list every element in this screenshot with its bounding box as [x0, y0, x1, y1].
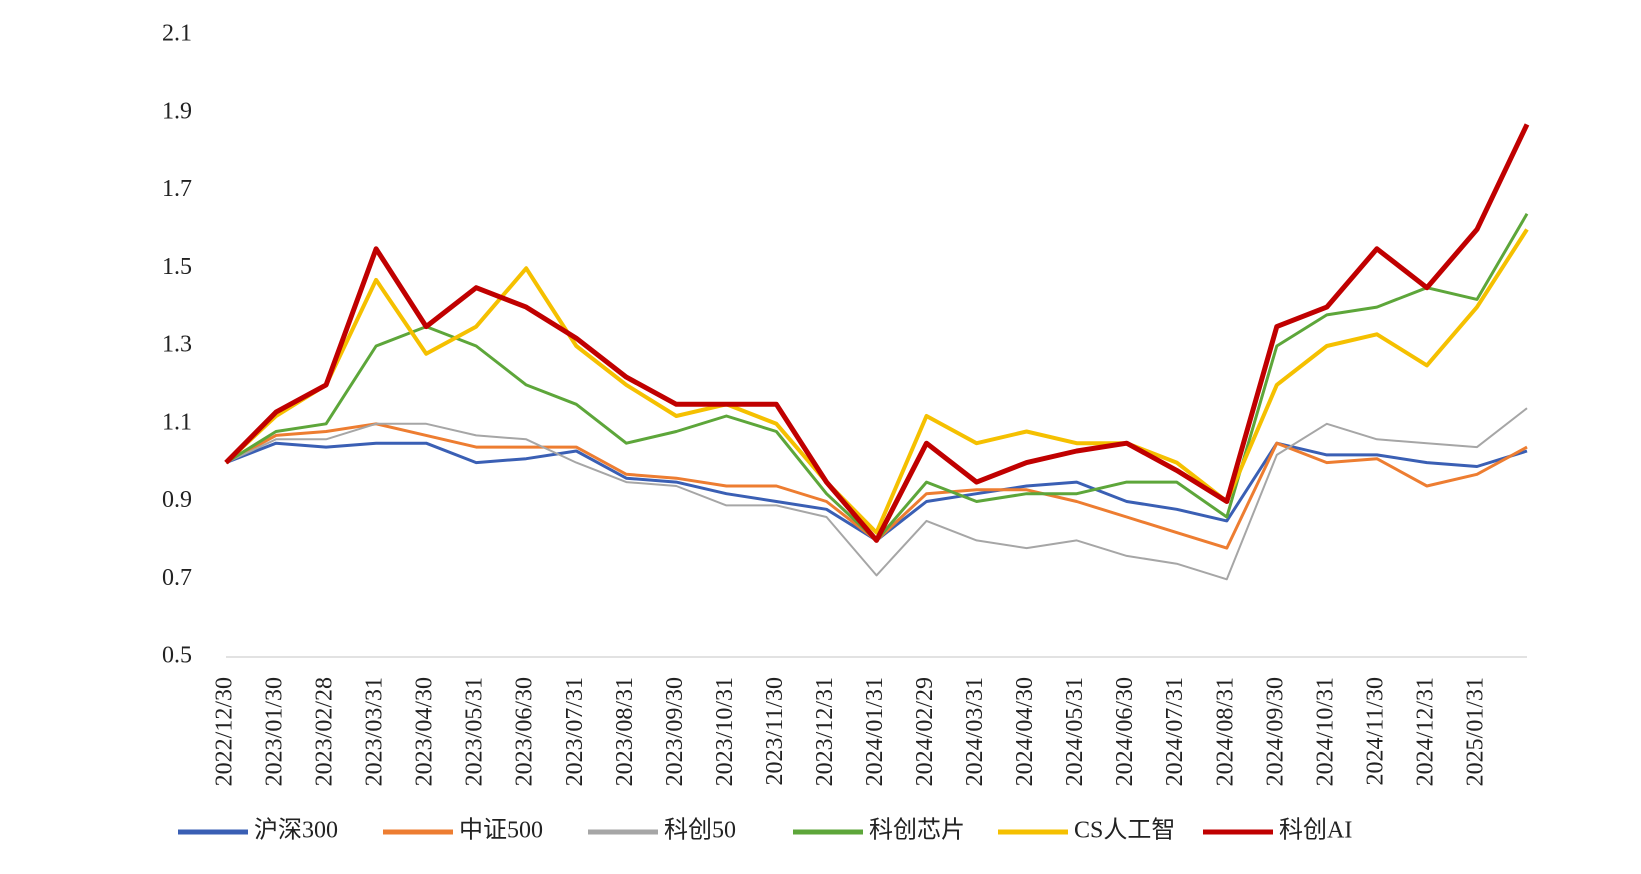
series-line	[224, 123, 1530, 543]
x-tick-label: 2023/07/31	[562, 677, 588, 786]
legend-label: 科创芯片	[869, 817, 965, 844]
x-tick-label: 2023/04/30	[412, 677, 438, 786]
y-tick-label: 1.5	[162, 254, 192, 280]
x-tick-label: 2023/10/31	[712, 677, 738, 786]
x-tick-label: 2024/07/31	[1162, 677, 1188, 786]
y-tick-label: 0.5	[162, 643, 192, 669]
x-tick-label: 2023/08/31	[612, 677, 638, 786]
x-tick-label: 2025/01/31	[1462, 677, 1488, 786]
x-tick-label: 2024/06/30	[1112, 677, 1138, 786]
x-tick-label: 2024/03/31	[962, 677, 988, 786]
x-tick-label: 2023/02/28	[312, 677, 338, 786]
y-tick-label: 1.7	[162, 176, 192, 202]
legend-label: CS人工智	[1074, 817, 1175, 844]
series-line	[225, 441, 1528, 542]
legend-label: 中证500	[459, 817, 543, 844]
series-line	[224, 228, 1529, 535]
x-tick-label: 2024/09/30	[1262, 677, 1288, 786]
x-tick-label: 2024/05/31	[1062, 677, 1088, 786]
y-tick-label: 2.1	[162, 21, 192, 47]
x-tick-label: 2022/12/30	[212, 677, 238, 786]
y-tick-label: 0.9	[162, 487, 192, 513]
x-tick-label: 2024/01/31	[862, 677, 888, 786]
y-tick-label: 1.9	[162, 98, 192, 124]
series-line	[225, 407, 1528, 581]
y-tick-label: 1.3	[162, 332, 192, 358]
legend-label: 沪深300	[254, 817, 338, 844]
x-tick-label: 2024/02/29	[912, 677, 938, 786]
x-tick-label: 2023/12/31	[812, 677, 838, 786]
x-tick-label: 2024/04/30	[1012, 677, 1038, 786]
y-tick-label: 0.7	[162, 565, 192, 591]
x-tick-label: 2023/06/30	[512, 677, 538, 786]
x-tick-label: 2023/03/31	[362, 677, 388, 786]
x-tick-label: 2024/12/31	[1412, 677, 1438, 786]
legend-label: 科创AI	[1279, 817, 1352, 844]
x-tick-label: 2024/08/31	[1212, 677, 1238, 786]
x-tick-label: 2024/10/31	[1312, 677, 1338, 786]
x-tick-label: 2023/01/30	[262, 677, 288, 786]
x-tick-label: 2024/11/30	[1362, 677, 1388, 785]
x-tick-label: 2023/11/30	[762, 677, 788, 785]
x-tick-label: 2023/05/31	[462, 677, 488, 786]
legend-label: 科创50	[664, 817, 736, 844]
x-tick-label: 2023/09/30	[662, 677, 688, 786]
y-tick-label: 1.1	[162, 409, 192, 435]
series-line	[225, 213, 1529, 542]
